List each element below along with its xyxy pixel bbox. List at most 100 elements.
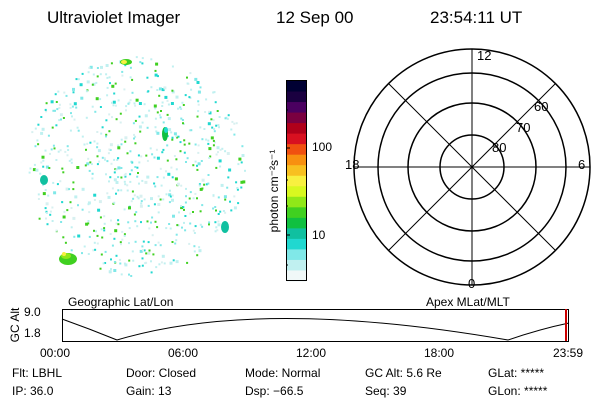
speckle — [129, 76, 132, 79]
speckle — [106, 86, 109, 89]
speckle — [176, 136, 179, 139]
speckle — [113, 237, 116, 240]
colorbar-stripe — [287, 175, 306, 187]
speckle — [207, 182, 210, 185]
speckle — [126, 152, 129, 155]
speckle — [128, 259, 131, 262]
speckle — [150, 260, 152, 263]
speckle — [87, 157, 90, 160]
speckle — [154, 220, 157, 223]
speckle — [154, 107, 157, 110]
speckle — [133, 133, 135, 136]
speckle — [215, 153, 218, 156]
speckle — [126, 184, 129, 187]
speckle — [242, 180, 246, 184]
speckle — [219, 148, 222, 151]
speckle — [58, 119, 61, 122]
speckle — [180, 206, 184, 210]
speckle — [201, 178, 205, 182]
speckle — [87, 201, 91, 205]
speckle — [115, 222, 118, 225]
speckle — [168, 128, 172, 132]
speckle — [42, 165, 45, 168]
speckle — [226, 152, 230, 155]
speckle — [217, 151, 219, 154]
speckle — [196, 197, 198, 200]
speckle — [235, 122, 238, 125]
speckle — [77, 204, 79, 207]
polar-diagonal-2 — [388, 83, 556, 251]
speckle — [121, 230, 124, 233]
speckle — [111, 101, 113, 104]
speckle — [171, 89, 174, 92]
speckle — [97, 149, 101, 153]
speckle — [72, 188, 75, 191]
speckle — [213, 128, 216, 130]
speckle — [146, 76, 149, 79]
speckle — [52, 109, 55, 112]
speckle — [64, 241, 67, 244]
speckle — [121, 74, 124, 77]
speckle — [170, 131, 173, 134]
polar-ring-label-60: 60 — [534, 99, 548, 114]
speckle — [227, 176, 230, 179]
speckle — [47, 134, 50, 137]
speckle — [96, 155, 99, 158]
speckle — [196, 168, 199, 171]
speckle — [113, 269, 117, 272]
speckle — [196, 164, 198, 167]
speckle — [128, 101, 131, 104]
speckle — [164, 95, 168, 99]
speckle — [226, 117, 229, 120]
speckle — [167, 103, 170, 106]
speckle — [137, 172, 139, 174]
speckle — [210, 118, 213, 121]
speckle — [236, 188, 239, 191]
speckle — [183, 221, 185, 224]
speckle — [136, 225, 139, 228]
speckle — [51, 220, 54, 222]
speckle — [178, 211, 180, 214]
speckle — [29, 167, 32, 170]
speckle — [96, 234, 99, 237]
speckle — [45, 110, 48, 113]
speckle — [58, 103, 61, 106]
speckle — [156, 111, 159, 114]
speckle — [66, 145, 69, 148]
speckle — [141, 121, 144, 124]
speckle — [123, 180, 126, 183]
speckle — [194, 143, 197, 146]
speckle — [65, 94, 68, 97]
speckle — [55, 124, 58, 127]
speckle — [157, 241, 160, 244]
speckle — [59, 113, 63, 117]
speckle — [199, 126, 202, 129]
speckle — [135, 56, 138, 59]
speckle — [150, 221, 152, 224]
speckle — [205, 138, 208, 141]
speckle — [129, 99, 132, 102]
speckle — [76, 126, 79, 129]
speckle — [181, 226, 183, 229]
speckle — [161, 105, 164, 107]
speckle — [134, 166, 137, 168]
speckle — [37, 143, 40, 146]
speckle — [149, 147, 152, 150]
speckle — [163, 262, 166, 265]
speckle — [99, 73, 102, 76]
speckle — [208, 111, 212, 115]
speckle — [119, 262, 122, 265]
speckle — [171, 176, 174, 179]
speckle — [168, 201, 171, 204]
speckle — [171, 136, 174, 139]
speckle — [231, 120, 234, 123]
speckle — [131, 78, 134, 81]
colorbar-stripe — [287, 270, 306, 282]
speckle — [198, 183, 201, 186]
speckle — [136, 166, 139, 169]
speckle — [194, 225, 197, 228]
speckle — [156, 226, 159, 229]
speckle — [224, 211, 227, 214]
speckle — [180, 205, 182, 208]
speckle — [125, 109, 127, 112]
